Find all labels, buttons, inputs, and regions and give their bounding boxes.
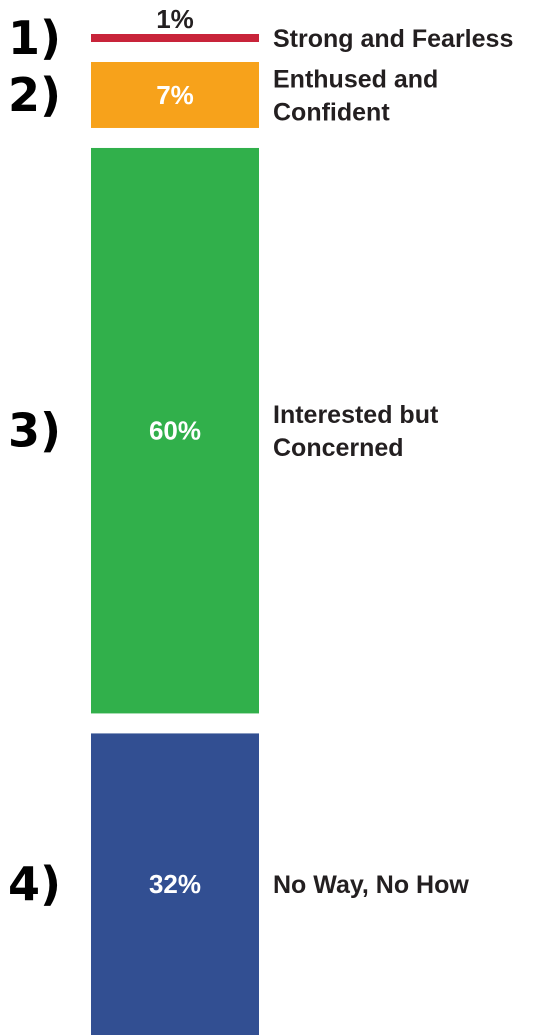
item-number-4: 4) [8, 857, 61, 911]
category-label-enthused-and-confident: Enthused and Confident [273, 65, 438, 126]
item-number-1: 1) [8, 11, 61, 65]
data-label-no-way-no-how: 32% [149, 869, 201, 899]
data-label-strong-and-fearless: 1% [156, 4, 194, 34]
bar-strong-and-fearless [91, 34, 259, 42]
data-label-interested-but-concerned: 60% [149, 416, 201, 446]
category-label-interested-but-concerned: Interested but Concerned [273, 401, 439, 462]
bar-no-way-no-how [91, 733, 259, 1035]
category-label-no-way-no-how: No Way, No How [273, 871, 469, 899]
bar-enthused-and-confident [91, 62, 259, 128]
category-label-strong-and-fearless: Strong and Fearless [273, 25, 513, 53]
data-label-enthused-and-confident: 7% [156, 80, 194, 110]
bar-interested-but-concerned [91, 147, 259, 714]
item-number-3: 3) [8, 404, 61, 458]
item-number-2: 2) [8, 68, 61, 122]
